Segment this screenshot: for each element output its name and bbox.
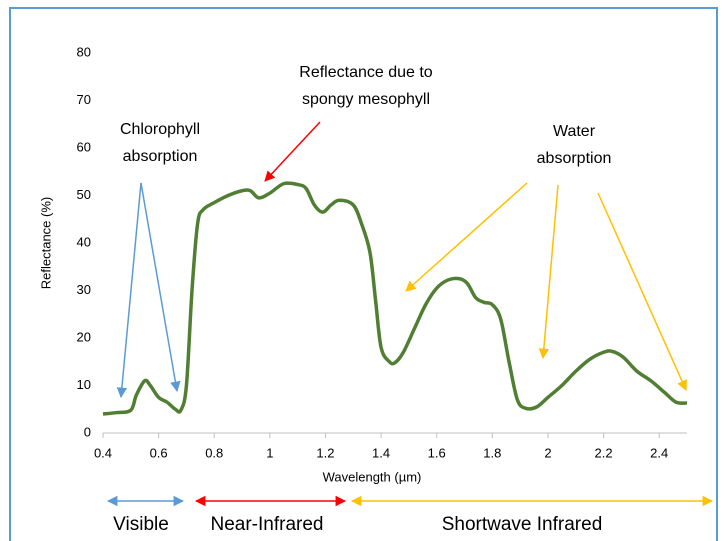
annotation: absorption (537, 150, 612, 167)
y-tick-label: 20 (77, 329, 91, 344)
x-tick-label: 2 (544, 445, 551, 460)
x-tick-label: 1.2 (316, 445, 334, 460)
y-tick-label: 50 (77, 187, 91, 202)
band-label: Shortwave Infrared (442, 514, 603, 535)
x-tick-label: 1.8 (483, 445, 501, 460)
x-axis-label: Wavelength (µm) (323, 469, 422, 484)
annotation-arrows (106, 121, 714, 507)
x-tick-label: 1 (266, 445, 273, 460)
band-label: Visible (113, 514, 169, 535)
annotation: Chlorophyll (120, 121, 200, 138)
x-tick-label: 0.6 (150, 445, 168, 460)
annotation: Reflectance due to (299, 64, 433, 81)
x-tick-label: 2.4 (650, 445, 668, 460)
x-tick-label: 0.8 (205, 445, 223, 460)
x-tick-label: 1.6 (428, 445, 446, 460)
y-tick-label: 80 (77, 44, 91, 59)
y-tick-label: 0 (84, 424, 91, 439)
data-line (102, 181, 688, 416)
y-axis-label: Reflectance (%) (38, 197, 53, 289)
y-tick-label: 30 (77, 282, 91, 297)
y-tick-label: 70 (77, 92, 91, 107)
y-tick-label: 10 (77, 377, 91, 392)
y-tick-label: 40 (77, 234, 91, 249)
band-label: Near-Infrared (211, 514, 324, 535)
x-tick-label: 1.4 (372, 445, 390, 460)
frame (9, 7, 718, 541)
x-tick-label: 2.2 (595, 445, 613, 460)
x-tick-label: 0.4 (94, 445, 112, 460)
annotation: Water (553, 123, 596, 140)
y-tick-label: 60 (77, 139, 91, 154)
annotation: absorption (123, 148, 198, 165)
annotation: spongy mesophyll (302, 91, 430, 108)
